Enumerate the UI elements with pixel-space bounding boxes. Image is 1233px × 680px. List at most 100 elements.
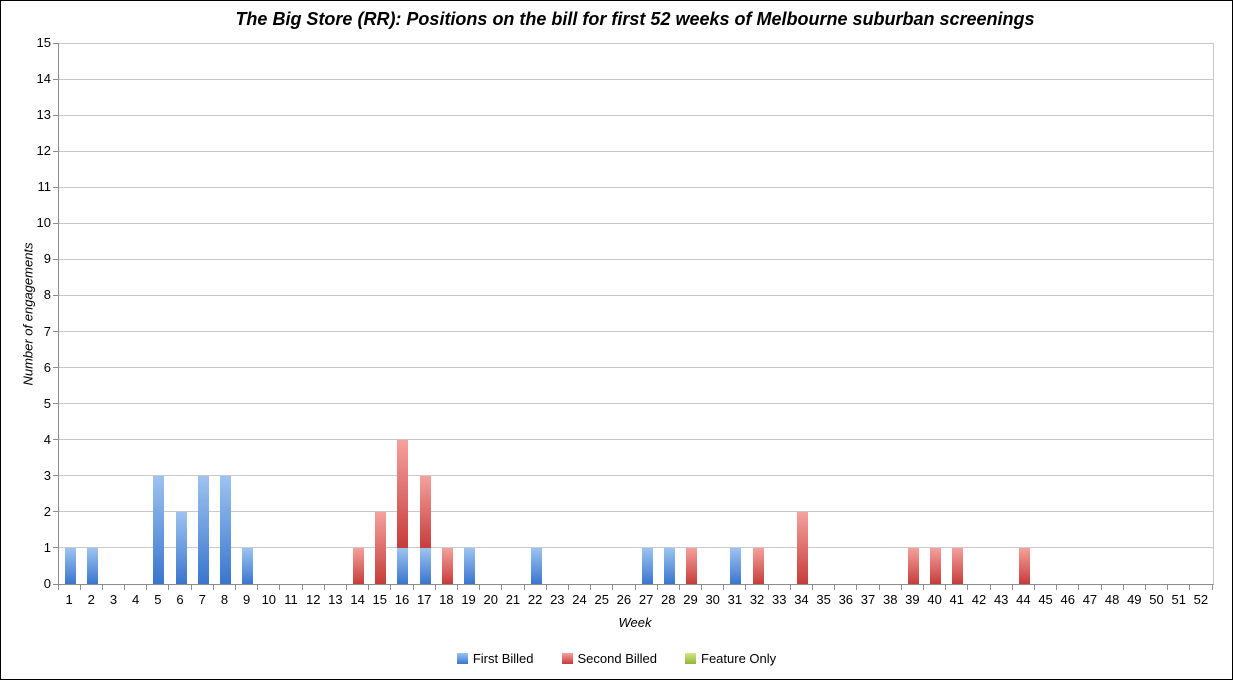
x-tick-mark [567, 585, 569, 590]
x-tick-label: 32 [749, 592, 765, 607]
bar-segment-second-billed [930, 547, 942, 584]
x-tick-label: 21 [505, 592, 521, 607]
x-tick-label: 7 [198, 592, 206, 607]
bar-segment-second-billed [419, 475, 431, 548]
x-tick-label: 49 [1127, 592, 1142, 607]
x-tick-mark [1189, 585, 1191, 590]
x-tick-mark [434, 585, 436, 590]
y-tick-label: 10 [36, 215, 51, 231]
x-tick-label: 13 [328, 592, 343, 607]
x-tick-mark [612, 585, 614, 590]
x-tick-mark [346, 585, 347, 590]
x-tick-label: 48 [1104, 592, 1120, 607]
x-tick-mark [1211, 585, 1213, 590]
x-tick-label: 37 [860, 592, 876, 607]
x-tick-mark [789, 585, 791, 590]
bar-segment-first-billed [730, 547, 742, 584]
legend-swatch-icon [685, 653, 697, 664]
x-tick-mark [678, 585, 680, 590]
legend-item-feature-only: Feature Only [685, 651, 776, 666]
gridline [59, 150, 1213, 152]
bar-segment-second-billed [441, 547, 453, 584]
y-tick-label: 1 [43, 539, 51, 555]
y-tick-label: 4 [43, 431, 51, 447]
x-tick-mark [1100, 585, 1102, 590]
y-tick-mark [53, 439, 58, 441]
x-tick-label: 45 [1038, 592, 1053, 607]
gridline [59, 294, 1213, 296]
y-tick-label: 11 [37, 179, 52, 195]
x-tick-mark [279, 585, 281, 590]
y-tick-label: 15 [36, 35, 51, 50]
x-tick-mark [479, 585, 481, 590]
bar-segment-second-billed [1018, 547, 1030, 584]
y-tick-mark [53, 547, 58, 549]
y-tick-label: 2 [43, 503, 51, 519]
bar-segment-first-billed [641, 547, 653, 584]
gridline [59, 475, 1213, 477]
x-tick-mark [967, 585, 969, 590]
bar-segment-second-billed [907, 547, 919, 584]
bar-segment-first-billed [464, 547, 476, 584]
gridline [59, 114, 1213, 116]
bar-segment-second-billed [353, 547, 365, 584]
x-tick-mark [456, 585, 458, 590]
bar-segment-second-billed [685, 547, 697, 584]
x-tick-mark [323, 585, 325, 590]
y-tick-mark [53, 78, 58, 80]
x-tick-label: 20 [483, 592, 498, 607]
x-tick-mark [57, 585, 59, 590]
x-tick-mark [1056, 585, 1058, 590]
x-tick-label: 24 [572, 592, 587, 607]
y-tick-mark [53, 42, 58, 44]
gridline [59, 42, 1213, 44]
y-tick-label: 9 [43, 251, 51, 267]
x-tick-label: 36 [838, 592, 854, 607]
x-tick-label: 14 [350, 592, 365, 607]
legend-label: Feature Only [701, 651, 777, 666]
gridline [59, 78, 1213, 80]
y-tick-label: 3 [43, 467, 51, 483]
legend-label: First Billed [472, 651, 534, 666]
x-axis-title: Week [618, 615, 652, 630]
y-tick-label: 0 [43, 576, 51, 591]
x-tick-mark [1144, 585, 1146, 590]
bar-segment-first-billed [153, 475, 165, 584]
x-tick-mark [634, 585, 636, 590]
x-tick-mark [656, 585, 658, 590]
bar-segment-first-billed [242, 547, 254, 584]
legend-item-second-billed: Second Billed [561, 651, 657, 666]
x-tick-label: 17 [416, 592, 432, 607]
bar-segment-first-billed [397, 547, 409, 584]
x-tick-label: 18 [439, 592, 454, 607]
x-tick-mark [989, 585, 991, 590]
x-tick-label: 34 [794, 592, 809, 607]
bar-segment-first-billed [86, 547, 98, 584]
x-tick-label: 35 [816, 592, 831, 607]
x-tick-label: 5 [154, 592, 162, 607]
x-tick-label: 19 [461, 592, 476, 607]
x-tick-label: 15 [372, 592, 388, 607]
bar-segment-second-billed [796, 511, 808, 584]
gridline [59, 547, 1213, 549]
x-tick-label: 9 [243, 592, 251, 607]
gridline [59, 222, 1213, 224]
x-tick-mark [1167, 585, 1169, 590]
plot-area [58, 42, 1214, 585]
x-tick-label: 2 [87, 592, 95, 607]
x-tick-mark [235, 585, 237, 590]
x-tick-label: 51 [1171, 592, 1186, 607]
y-tick-label: 8 [43, 287, 51, 303]
x-tick-label: 38 [882, 592, 898, 607]
x-tick-label: 39 [905, 592, 920, 607]
x-tick-mark [834, 585, 836, 590]
legend-swatch-icon [561, 653, 573, 664]
bar-segment-first-billed [64, 547, 76, 584]
x-tick-label: 30 [705, 592, 720, 607]
x-tick-mark [945, 585, 947, 590]
x-tick-mark [79, 585, 81, 590]
x-tick-label: 41 [949, 592, 965, 607]
bar-segment-first-billed [197, 475, 209, 584]
x-tick-mark [701, 585, 703, 590]
x-tick-mark [501, 585, 503, 590]
